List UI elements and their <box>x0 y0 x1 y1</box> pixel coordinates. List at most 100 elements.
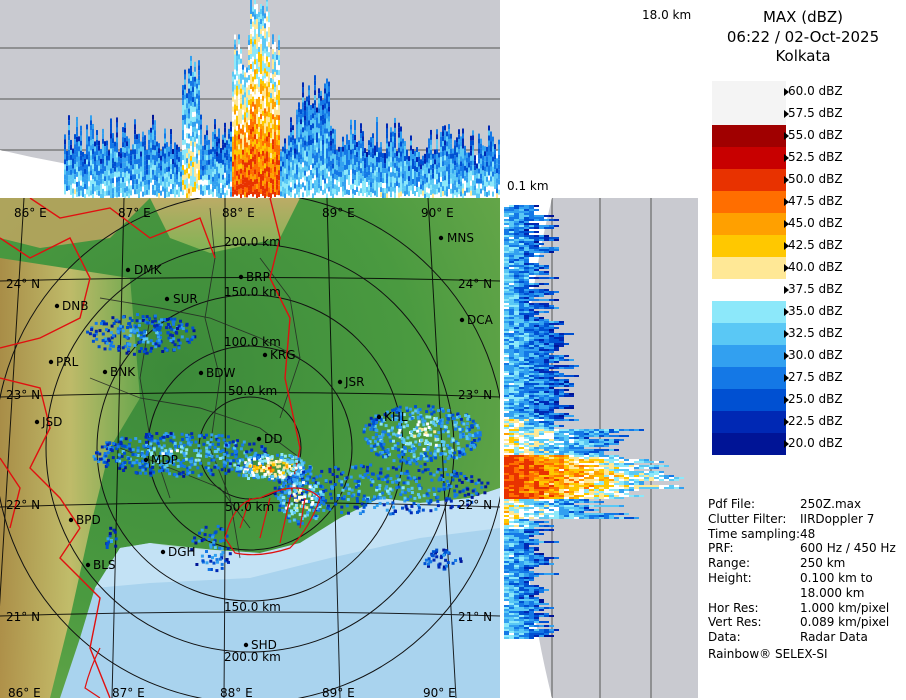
lon-label-89: 89° E <box>322 206 355 220</box>
city-bls: BLS <box>93 558 116 572</box>
right-section-plot <box>500 198 684 698</box>
ring-label-150-north: 150.0 km <box>224 285 281 299</box>
city-dot <box>198 370 204 376</box>
info-value: IIRDoppler 7 <box>800 511 875 526</box>
legend-label: 42.5 dBZ <box>788 238 843 252</box>
info-value: 18.000 km <box>800 585 865 600</box>
timestamp: 06:22 / 02-Oct-2025 <box>726 28 880 46</box>
legend-label: 25.0 dBZ <box>788 392 843 406</box>
city-dot <box>68 517 74 523</box>
city-mns: MNS <box>447 231 474 245</box>
legend-label: 40.0 dBZ <box>788 260 843 274</box>
info-key: Range: <box>708 556 751 571</box>
legend-label: 20.0 dBZ <box>788 436 843 450</box>
city-jsr: JSR <box>345 375 365 389</box>
ring-label-50-south: 50.0 km <box>225 500 275 514</box>
legend-swatch <box>712 213 786 235</box>
city-dot <box>85 562 91 568</box>
legend-swatch <box>712 257 786 279</box>
city-brp: BRP <box>246 270 270 284</box>
legend-label: 52.5 dBZ <box>788 150 843 164</box>
lon-label-88-bottom: 88° E <box>220 686 253 698</box>
radar-map: 86° E 87° E 88° E 89° E 90° E 86° E 87° … <box>0 198 500 698</box>
legend-swatch <box>712 103 786 125</box>
lon-label-90-bottom: 90° E <box>423 686 456 698</box>
info-key: Pdf File: <box>708 497 756 511</box>
ring-label-50-north: 50.0 km <box>228 384 278 398</box>
legend-swatch <box>712 169 786 191</box>
lat-label-21-right: 21° N <box>458 610 493 624</box>
info-value: 48 <box>800 526 816 541</box>
lon-label-89-bottom: 89° E <box>322 686 355 698</box>
city-dot <box>256 436 262 442</box>
city-dgh: DGH <box>168 545 196 559</box>
city-dca: DCA <box>467 313 493 327</box>
city-dnb: DNB <box>62 299 89 313</box>
city-dot <box>376 414 382 420</box>
legend-label: 57.5 dBZ <box>788 106 843 120</box>
legend-swatch <box>712 433 786 455</box>
info-key: Hor Res: <box>708 600 759 615</box>
city-dot <box>102 369 108 375</box>
city-dot <box>238 274 244 280</box>
city-dd: DD <box>264 432 283 446</box>
legend-swatch <box>712 301 786 323</box>
legend-swatch <box>712 81 786 103</box>
top-height-label: 18.0 km <box>642 8 692 22</box>
city-dot <box>438 235 444 241</box>
legend-label: 60.0 dBZ <box>788 84 843 98</box>
info-value: 1.000 km/pixel <box>800 600 890 615</box>
info-key: Time sampling: <box>708 526 801 541</box>
legend-label: 47.5 dBZ <box>788 194 843 208</box>
legend-swatch <box>712 367 786 389</box>
city-dot <box>125 267 131 273</box>
city-dot <box>262 352 268 358</box>
legend-label: 35.0 dBZ <box>788 304 843 318</box>
legend-swatch <box>712 323 786 345</box>
lat-label-24-right: 24° N <box>458 277 493 291</box>
city-jsd: JSD <box>42 415 63 429</box>
legend-swatch <box>712 147 786 169</box>
city-khl: KHL <box>384 410 408 424</box>
state-borders <box>0 198 301 698</box>
product-title: MAX (dBZ) <box>762 8 844 26</box>
info-key: Clutter Filter: <box>708 511 787 526</box>
lat-label-22: 22° N <box>6 498 41 512</box>
radar-echoes <box>86 313 490 573</box>
legend-label: 27.5 dBZ <box>788 370 843 384</box>
info-key: Data: <box>708 630 741 645</box>
legend-label: 37.5 dBZ <box>788 282 843 296</box>
legend-label: 50.0 dBZ <box>788 172 843 186</box>
legend-swatch <box>712 345 786 367</box>
info-value: 0.100 km to <box>800 571 873 585</box>
info-value: Radar Data <box>800 630 868 645</box>
legend-label: 55.0 dBZ <box>788 128 843 142</box>
city-prl: PRL <box>56 355 79 369</box>
range-rings <box>0 198 500 698</box>
city-sur: SUR <box>173 292 198 306</box>
legend-label: 22.5 dBZ <box>788 414 843 428</box>
legend-label: 32.5 dBZ <box>788 326 843 340</box>
base-height-label: 0.1 km <box>507 179 549 193</box>
city-dot <box>34 419 40 425</box>
city-shd: SHD <box>251 638 277 652</box>
info-key: Vert Res: <box>708 615 762 630</box>
ring-label-150-south: 150.0 km <box>224 600 281 614</box>
city-dot <box>160 549 166 555</box>
city-dmk: DMK <box>134 263 162 277</box>
info-key: PRF: <box>708 541 734 556</box>
legend-swatch <box>712 411 786 433</box>
lon-label-86: 86° E <box>14 206 47 220</box>
right-cross-section <box>500 198 698 698</box>
lat-label-23: 23° N <box>6 388 41 402</box>
info-value: 250Z.max <box>800 497 862 511</box>
city-dot <box>459 317 465 323</box>
top-cross-section <box>0 0 500 198</box>
station-name: Kolkata <box>775 47 831 65</box>
lat-label-22-right: 22° N <box>458 498 493 512</box>
top-section-plot <box>0 0 500 198</box>
ring-label-200-north: 200.0 km <box>224 235 281 249</box>
lon-label-87: 87° E <box>118 206 151 220</box>
city-dot <box>48 359 54 365</box>
lat-label-24: 24° N <box>6 277 41 291</box>
